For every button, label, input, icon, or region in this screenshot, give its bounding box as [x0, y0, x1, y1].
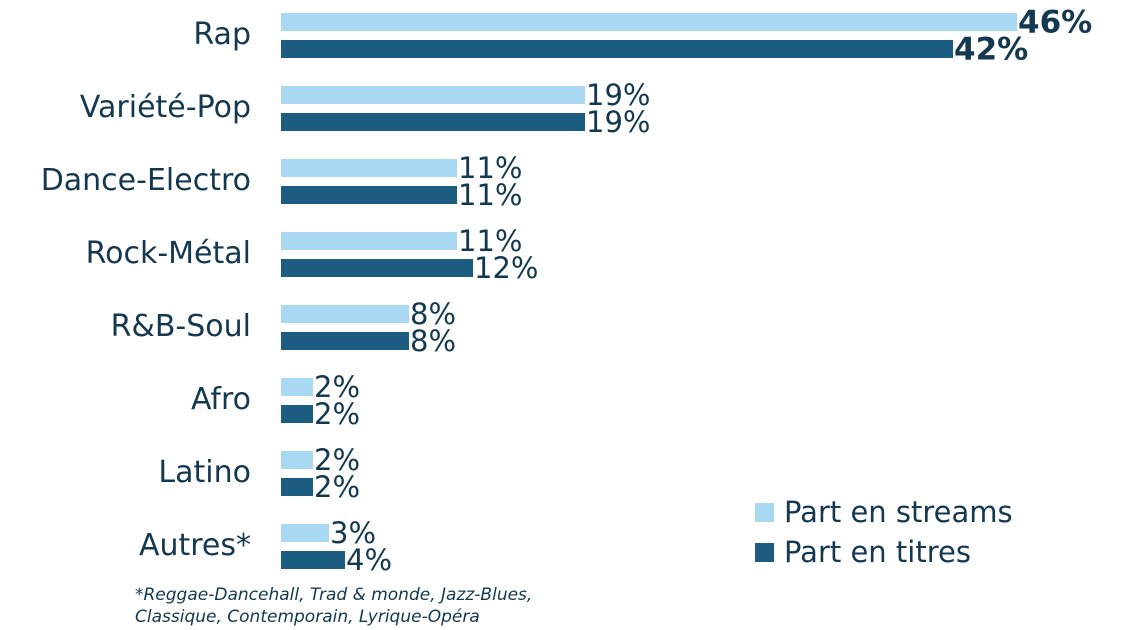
- value-label-streams: 2%: [314, 443, 360, 477]
- value-label-titres: 42%: [954, 32, 1028, 68]
- bar-titres: [281, 478, 313, 496]
- legend-label-streams: Part en streams: [784, 495, 1013, 529]
- legend: Part en streams Part en titres: [755, 492, 1013, 572]
- legend-item-streams: Part en streams: [755, 492, 1013, 532]
- value-label-streams: 8%: [410, 297, 456, 331]
- bar-streams: [281, 86, 585, 104]
- category-label: Autres*: [139, 528, 251, 563]
- value-label-streams: 3%: [330, 516, 376, 550]
- value-label-streams: 19%: [586, 78, 650, 112]
- value-label-streams: 46%: [1018, 5, 1092, 41]
- footnote: *Reggae-Dancehall, Trad & monde, Jazz-Bl…: [135, 585, 533, 627]
- bar-streams: [281, 524, 329, 542]
- bar-titres: [281, 113, 585, 131]
- bar-titres: [281, 40, 953, 58]
- bar-titres: [281, 405, 313, 423]
- category-label: R&B-Soul: [111, 309, 251, 344]
- value-label-streams: 11%: [458, 151, 522, 185]
- value-label-streams: 11%: [458, 224, 522, 258]
- value-label-titres: 12%: [474, 251, 538, 285]
- value-label-titres: 8%: [410, 324, 456, 358]
- value-label-titres: 4%: [346, 543, 392, 577]
- bar-streams: [281, 378, 313, 396]
- bar-titres: [281, 186, 457, 204]
- category-label: Afro: [191, 382, 251, 417]
- bar-streams: [281, 451, 313, 469]
- value-label-titres: 2%: [314, 397, 360, 431]
- bar-titres: [281, 332, 409, 350]
- value-label-streams: 2%: [314, 370, 360, 404]
- category-label: Rock-Métal: [86, 236, 251, 271]
- category-label: Rap: [193, 17, 251, 52]
- category-label: Dance-Electro: [41, 163, 251, 198]
- legend-item-titres: Part en titres: [755, 532, 1013, 572]
- bar-streams: [281, 159, 457, 177]
- value-label-titres: 2%: [314, 470, 360, 504]
- bar-titres: [281, 551, 345, 569]
- value-label-titres: 19%: [586, 105, 650, 139]
- category-label: Latino: [158, 455, 251, 490]
- legend-swatch-streams: [755, 502, 774, 522]
- legend-label-titres: Part en titres: [784, 535, 971, 569]
- bar-streams: [281, 305, 409, 323]
- category-label: Variété-Pop: [80, 90, 251, 125]
- bar-streams: [281, 232, 457, 250]
- legend-swatch-titres: [755, 542, 774, 562]
- value-label-titres: 11%: [458, 178, 522, 212]
- bar-streams: [281, 13, 1017, 31]
- bar-titres: [281, 259, 473, 277]
